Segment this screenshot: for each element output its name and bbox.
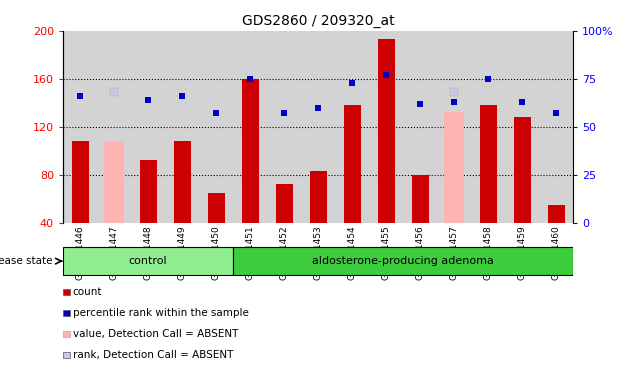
Bar: [335, 31, 369, 223]
Bar: [233, 247, 573, 275]
Bar: [63, 31, 97, 223]
Text: control: control: [129, 256, 168, 266]
Bar: [369, 31, 403, 223]
Bar: [72, 141, 88, 223]
Bar: [165, 31, 199, 223]
Text: percentile rank within the sample: percentile rank within the sample: [73, 308, 249, 318]
Bar: [276, 184, 292, 223]
Bar: [514, 117, 531, 223]
Bar: [505, 31, 539, 223]
Bar: [131, 31, 165, 223]
Text: count: count: [73, 287, 102, 297]
Bar: [480, 105, 496, 223]
Bar: [174, 141, 190, 223]
Bar: [412, 175, 429, 223]
Bar: [208, 193, 225, 223]
Bar: [104, 141, 124, 223]
Text: aldosterone-producing adenoma: aldosterone-producing adenoma: [312, 256, 494, 266]
Bar: [63, 247, 233, 275]
Title: GDS2860 / 209320_at: GDS2860 / 209320_at: [242, 14, 394, 28]
Text: rank, Detection Call = ABSENT: rank, Detection Call = ABSENT: [73, 350, 233, 360]
Bar: [344, 105, 360, 223]
Bar: [437, 31, 471, 223]
Bar: [310, 171, 327, 223]
Bar: [444, 112, 464, 223]
Bar: [539, 31, 573, 223]
Bar: [403, 31, 437, 223]
Bar: [378, 39, 394, 223]
Text: disease state: disease state: [0, 256, 53, 266]
Bar: [199, 31, 233, 223]
Bar: [233, 31, 267, 223]
Bar: [97, 31, 131, 223]
Bar: [267, 31, 301, 223]
Bar: [548, 205, 565, 223]
Text: value, Detection Call = ABSENT: value, Detection Call = ABSENT: [73, 329, 238, 339]
Bar: [471, 31, 505, 223]
Bar: [140, 161, 156, 223]
Bar: [242, 79, 259, 223]
Bar: [301, 31, 335, 223]
